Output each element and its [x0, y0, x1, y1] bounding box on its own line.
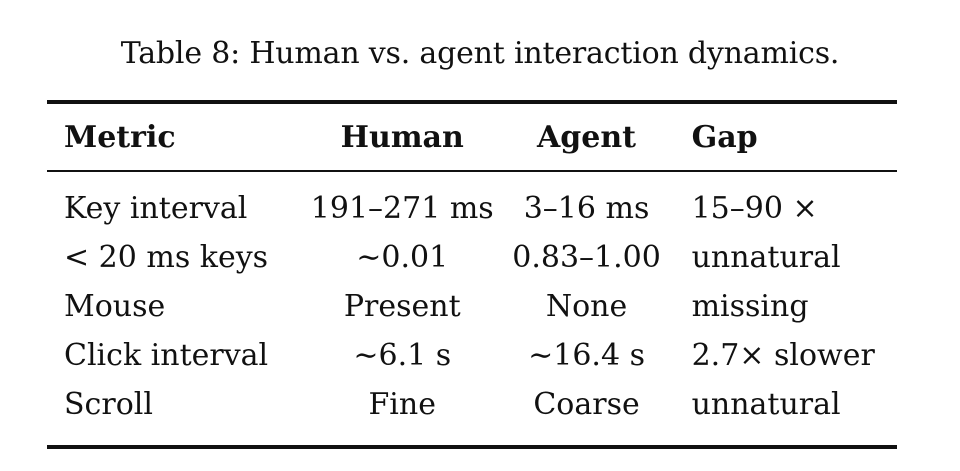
table-row: Key interval 191–271 ms 3–16 ms 15–90 × — [47, 171, 897, 233]
table-caption: Table 8: Human vs. agent interaction dyn… — [120, 36, 840, 71]
cell-metric: Scroll — [64, 387, 153, 422]
data-table: Metric Human Agent Gap Key interval 191–… — [47, 100, 897, 449]
cell-agent: Coarse — [533, 387, 640, 422]
cell-agent: 3–16 ms — [523, 191, 650, 226]
cell-agent: 0.83–1.00 — [512, 240, 661, 275]
header-agent: Agent — [537, 119, 637, 155]
cell-metric: < 20 ms keys — [64, 240, 269, 275]
cell-agent: ∼16.4 s — [528, 338, 645, 373]
cell-metric: Click interval — [64, 338, 269, 373]
cell-human: Fine — [368, 387, 436, 422]
table-row: Click interval ∼6.1 s ∼16.4 s 2.7× slowe… — [47, 331, 897, 380]
interaction-dynamics-table: Metric Human Agent Gap Key interval 191–… — [47, 100, 897, 449]
table-row: Scroll Fine Coarse unnatural — [47, 380, 897, 447]
cell-gap: missing — [691, 289, 809, 324]
header-row: Metric Human Agent Gap — [47, 102, 897, 171]
cell-gap: 2.7× slower — [691, 338, 875, 373]
header-metric: Metric — [64, 119, 176, 155]
cell-gap: unnatural — [691, 387, 841, 422]
cell-agent: None — [545, 289, 628, 324]
cell-metric: Mouse — [64, 289, 166, 324]
table-row: Mouse Present None missing — [47, 282, 897, 331]
cell-human: 191–271 ms — [310, 191, 494, 226]
cell-human: Present — [343, 289, 461, 324]
header-human: Human — [340, 119, 464, 155]
cell-gap: 15–90 × — [691, 191, 818, 226]
cell-human: ∼0.01 — [356, 240, 449, 275]
table-row: < 20 ms keys ∼0.01 0.83–1.00 unnatural — [47, 233, 897, 282]
cell-metric: Key interval — [64, 191, 248, 226]
header-gap: Gap — [691, 119, 758, 155]
cell-gap: unnatural — [691, 240, 841, 275]
cell-human: ∼6.1 s — [353, 338, 452, 373]
